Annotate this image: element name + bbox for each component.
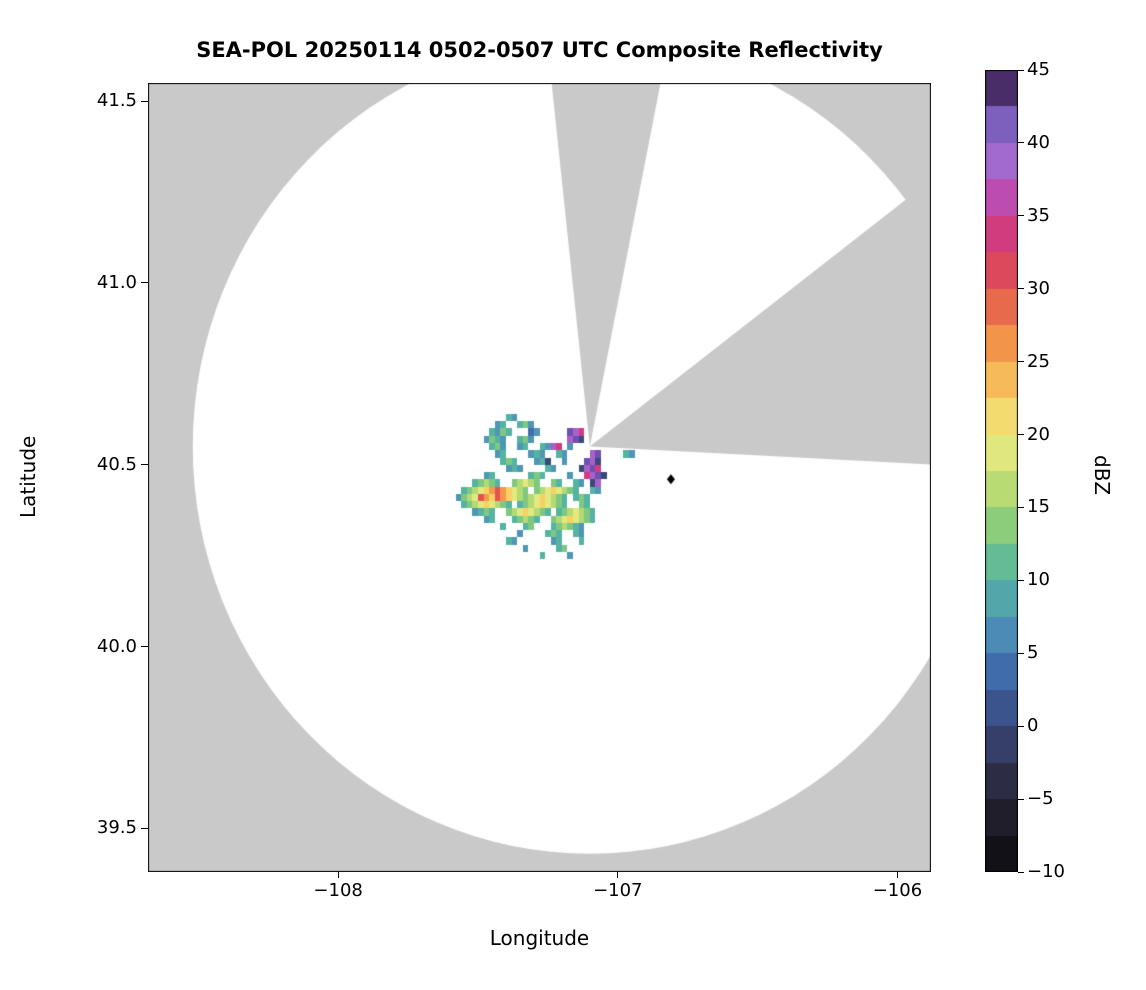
colorbar-tick-label: 45 [1027,59,1050,80]
x-tick-label: −108 [313,880,363,901]
colorbar-tick [1018,652,1024,654]
colorbar-label: dBZ [1090,454,1114,496]
colorbar-tick-label: 40 [1027,131,1050,153]
x-axis-label: Longitude [489,926,590,950]
colorbar-tick [1018,798,1024,800]
y-tick-label: 41.5 [96,90,137,112]
colorbar-tick-label: 35 [1027,204,1050,226]
colorbar-tick [1018,579,1024,581]
x-tick [617,872,619,878]
colorbar-tick-label: −10 [1027,861,1065,882]
y-tick-label: 40.0 [96,635,137,657]
x-tick [337,872,339,878]
colorbar-tick-label: 15 [1027,496,1050,518]
x-tick-label: −106 [872,880,923,901]
y-tick [141,646,148,648]
colorbar-tick [1018,725,1024,727]
y-tick [141,100,148,102]
colorbar-tick-label: 30 [1027,277,1050,299]
colorbar-tick-label: 0 [1027,715,1039,737]
colorbar-canvas [985,70,1018,872]
colorbar-tick [1018,288,1024,290]
colorbar-tick-label: 20 [1027,423,1050,445]
y-tick [141,282,148,284]
x-tick-label: −107 [593,880,643,901]
y-tick [141,464,148,466]
colorbar-tick-label: −5 [1027,788,1054,810]
y-axis-label: Latitude [16,435,40,519]
y-tick-label: 40.5 [96,453,137,475]
colorbar-tick-label: 10 [1027,569,1050,591]
colorbar-tick [1018,142,1024,144]
colorbar-tick [1018,215,1024,217]
y-tick-label: 39.5 [96,817,137,839]
chart-title: SEA-POL 20250114 0502-0507 UTC Composite… [196,38,883,62]
colorbar-tick-label: 5 [1027,642,1039,664]
colorbar-tick-label: 25 [1027,350,1050,372]
y-tick-label: 41.0 [96,271,137,293]
colorbar-tick [1018,434,1024,436]
colorbar-tick [1018,361,1024,363]
y-tick [141,827,148,829]
colorbar-tick [1018,506,1024,508]
x-tick [896,872,898,878]
colorbar-tick [1018,871,1024,873]
radar-plot-canvas [148,83,931,872]
colorbar-tick [1018,69,1024,71]
